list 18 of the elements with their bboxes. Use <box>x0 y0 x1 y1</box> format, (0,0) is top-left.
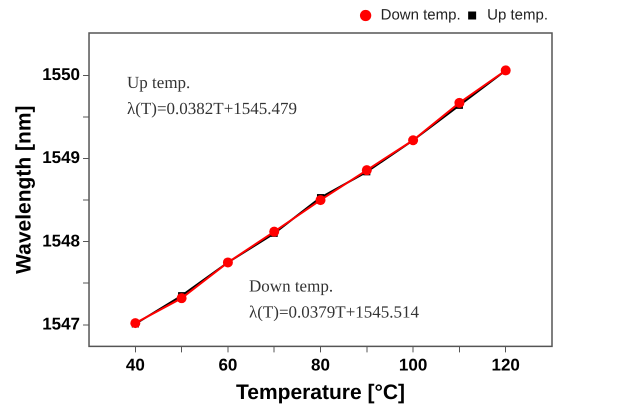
legend-label: Down temp. <box>380 6 461 24</box>
annotation: Down temp. λ(T)=0.0379T+1545.514 <box>249 276 420 322</box>
y-tick-label: 1547 <box>42 314 80 334</box>
annotation: Up temp. λ(T)=0.0382T+1545.479 <box>127 73 298 118</box>
y-tick-label: 1549 <box>42 148 80 168</box>
x-tick-label: 40 <box>126 355 145 374</box>
x-tick-label: 60 <box>218 355 238 374</box>
x-tick-label: 80 <box>311 355 330 374</box>
point <box>176 293 187 304</box>
x-tick-label: 120 <box>492 355 520 374</box>
legend-label: Up temp. <box>487 6 548 24</box>
y-tick-label: 1548 <box>42 231 80 250</box>
point <box>316 195 326 206</box>
x-tick-label: 100 <box>398 355 428 374</box>
y-tick-label: 1550 <box>42 65 80 84</box>
point <box>454 98 464 108</box>
x-axis-title: Temperature [°C] <box>236 381 406 404</box>
y-axis-title: Wavelength [nm] <box>12 106 36 274</box>
